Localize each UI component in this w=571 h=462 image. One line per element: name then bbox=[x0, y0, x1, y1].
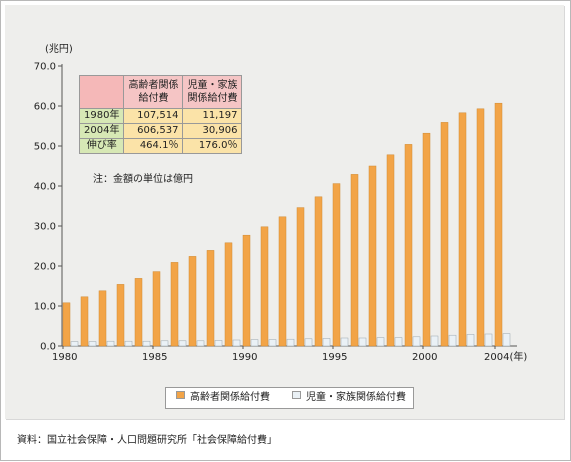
table-row-label: 伸び率 bbox=[78, 138, 125, 154]
bar-child-family bbox=[322, 338, 331, 347]
bar-child-family bbox=[484, 333, 493, 347]
bar-elderly bbox=[188, 256, 197, 347]
x-tick-label: 2000 bbox=[412, 352, 437, 363]
bar-child-family bbox=[340, 337, 349, 347]
y-tick-label: 70.0 bbox=[34, 62, 56, 73]
bar-child-family bbox=[196, 340, 205, 347]
table-col-header: 高齢者関係 給付費 bbox=[123, 75, 184, 109]
bar-child-family bbox=[214, 340, 223, 347]
bar-child-family bbox=[376, 337, 385, 347]
bar-child-family bbox=[160, 340, 169, 347]
table-col-header: 児童・家族 関係給付費 bbox=[182, 75, 243, 109]
y-tick-label: 10.0 bbox=[34, 302, 56, 313]
bar-child-family bbox=[448, 334, 457, 347]
x-tick-label: 1990 bbox=[232, 352, 257, 363]
table-row-label: 2004年 bbox=[78, 123, 125, 139]
bar-child-family bbox=[232, 339, 241, 347]
legend-label-elderly: 高齢者関係給付費 bbox=[190, 392, 270, 403]
y-tick-label: 60.0 bbox=[34, 102, 56, 113]
bar-elderly bbox=[350, 174, 359, 347]
y-tick-label: 30.0 bbox=[34, 222, 56, 233]
table-row: 2004年 606,537 30,906 bbox=[78, 123, 243, 139]
bar-elderly bbox=[278, 216, 287, 347]
bar-child-family bbox=[502, 333, 511, 347]
table-cell: 107,514 bbox=[123, 108, 184, 124]
y-tick-label: 0.0 bbox=[40, 342, 56, 353]
chart-bars bbox=[62, 102, 511, 347]
chart-panel bbox=[5, 5, 564, 419]
y-tick-label: 20.0 bbox=[34, 262, 56, 273]
bar-child-family bbox=[268, 339, 277, 347]
bar-child-family bbox=[412, 336, 421, 347]
table-cell: 606,537 bbox=[123, 123, 184, 139]
bar-elderly bbox=[134, 278, 143, 347]
bar-child-family bbox=[466, 334, 475, 347]
x-tick-label: 1985 bbox=[142, 352, 167, 363]
y-axis-unit: (兆円) bbox=[45, 44, 73, 55]
bar-elderly bbox=[296, 207, 305, 347]
bar-elderly bbox=[170, 262, 179, 347]
legend-swatch-child-family bbox=[292, 391, 301, 399]
bar-child-family bbox=[88, 341, 97, 347]
bar-child-family bbox=[430, 335, 439, 347]
table-cell: 30,906 bbox=[182, 123, 243, 139]
bar-elderly bbox=[368, 165, 377, 347]
bar-elderly bbox=[404, 144, 413, 347]
bar-child-family bbox=[142, 340, 151, 347]
bar-child-family bbox=[394, 337, 403, 347]
bar-elderly bbox=[242, 234, 251, 347]
legend-label-child-family: 児童・家族関係給付費 bbox=[306, 392, 406, 403]
bar-elderly bbox=[98, 290, 107, 347]
bar-child-family bbox=[358, 337, 367, 347]
table-row: 1980年 107,514 11,197 bbox=[78, 108, 243, 124]
bar-elderly bbox=[224, 242, 233, 347]
bar-elderly bbox=[476, 108, 485, 347]
bar-child-family bbox=[286, 338, 295, 347]
table-corner bbox=[78, 75, 125, 109]
bar-elderly bbox=[422, 132, 431, 347]
bar-elderly bbox=[494, 102, 503, 347]
bar-elderly bbox=[260, 226, 269, 347]
bar-elderly bbox=[152, 271, 161, 347]
table-cell: 464.1％ bbox=[123, 138, 184, 154]
bar-elderly bbox=[386, 154, 395, 347]
bar-elderly bbox=[458, 112, 467, 347]
chart-ticks: 0.0 10.0 20.0 30.0 40.0 50.0 60.0 70.0 1980 1985 1… bbox=[34, 62, 528, 364]
x-tick-label: 1995 bbox=[322, 352, 347, 363]
y-tick-label: 50.0 bbox=[34, 142, 56, 153]
table-row-label: 1980年 bbox=[78, 108, 125, 124]
bar-elderly bbox=[80, 296, 89, 347]
x-tick-label: 2004(年) bbox=[484, 350, 527, 363]
bar-child-family bbox=[178, 340, 187, 347]
bar-child-family bbox=[106, 340, 115, 347]
bar-elderly bbox=[332, 183, 341, 347]
bar-child-family bbox=[304, 338, 313, 347]
table-cell: 11,197 bbox=[182, 108, 243, 124]
chart-legend: 高齢者関係給付費 児童・家族関係給付費 bbox=[165, 387, 414, 409]
bar-child-family bbox=[124, 340, 133, 347]
table-row: 伸び率 464.1％ 176.0％ bbox=[78, 138, 243, 154]
bar-elderly bbox=[116, 284, 125, 347]
bar-child-family bbox=[70, 341, 79, 347]
table-cell: 176.0％ bbox=[182, 138, 243, 154]
table-header-row: 高齢者関係 給付費 児童・家族 関係給付費 bbox=[78, 75, 243, 109]
table-note: 注：金額の単位は億円 bbox=[93, 174, 193, 185]
bar-elderly bbox=[206, 250, 215, 347]
source-note: 資料：国立社会保障・人口問題研究所「社会保障給付費」 bbox=[17, 435, 277, 446]
bar-elderly bbox=[314, 196, 323, 347]
bar-elderly bbox=[440, 122, 449, 347]
x-tick-label: 1980 bbox=[52, 352, 77, 363]
summary-table: 高齢者関係 給付費 児童・家族 関係給付費 1980年 107,514 11,1… bbox=[78, 75, 243, 154]
bar-child-family bbox=[250, 339, 259, 347]
bar-elderly bbox=[62, 302, 71, 347]
legend-swatch-elderly bbox=[176, 391, 185, 399]
y-tick-label: 40.0 bbox=[34, 182, 56, 193]
